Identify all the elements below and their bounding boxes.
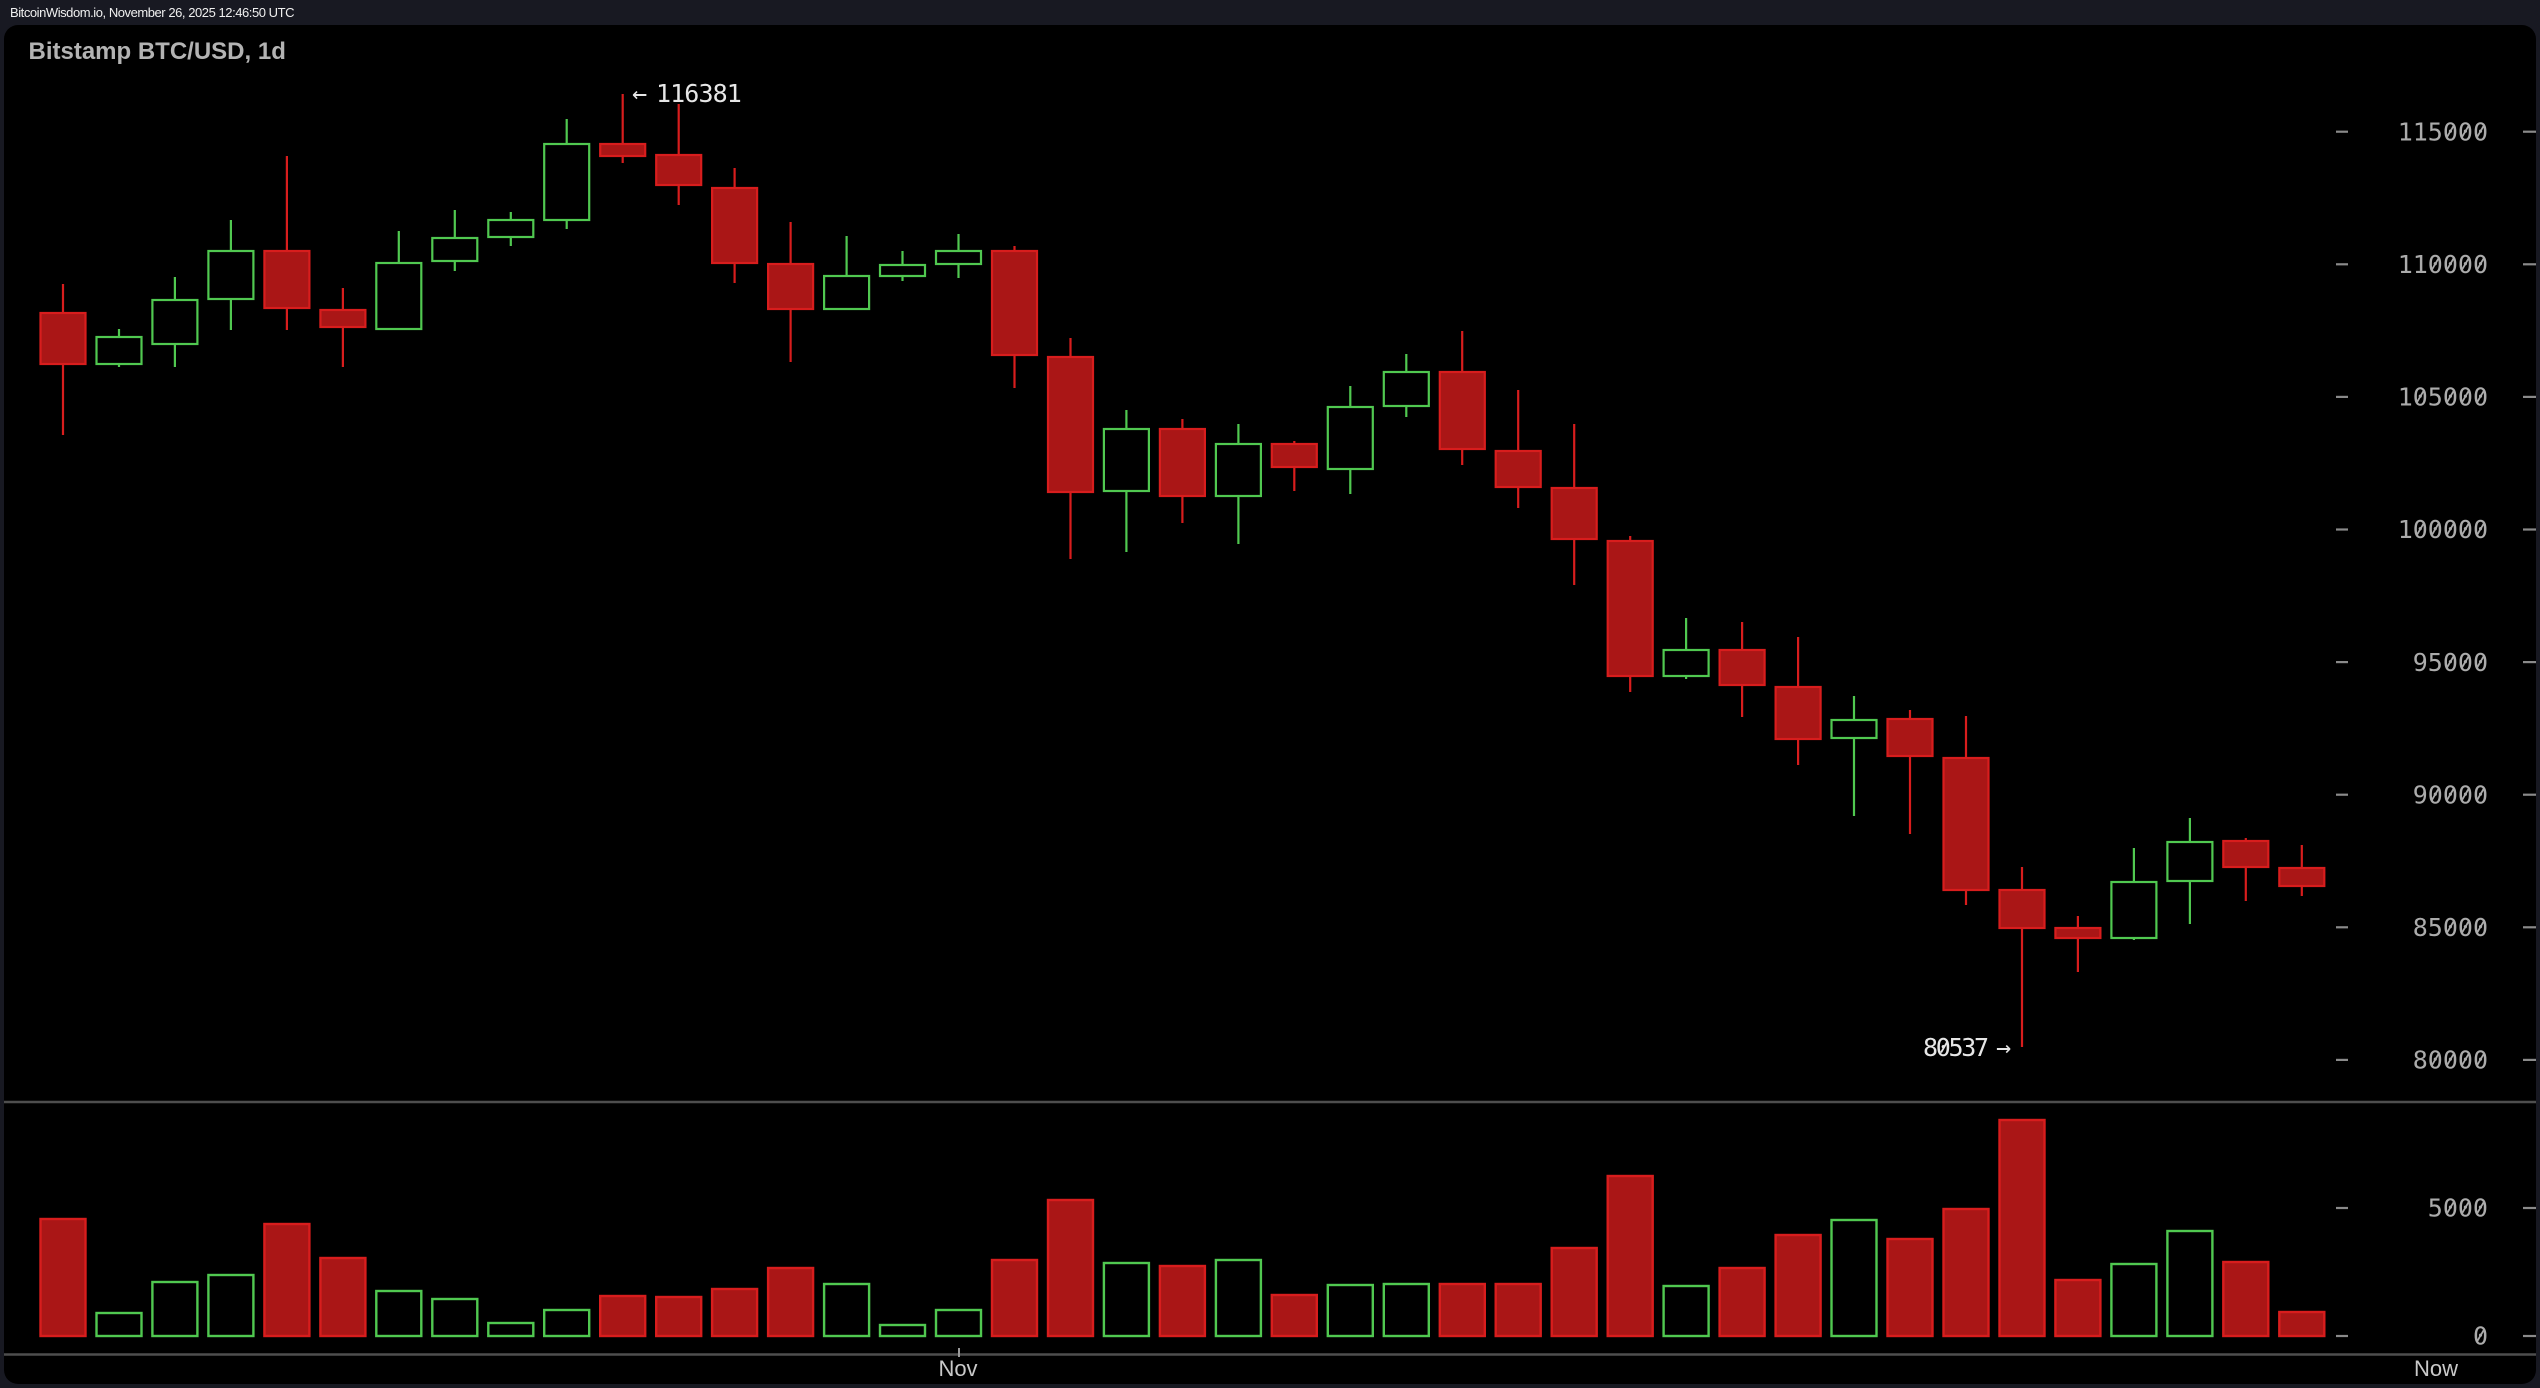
- svg-text:Nov: Nov: [938, 1356, 977, 1381]
- svg-text:105000: 105000: [2398, 383, 2488, 412]
- svg-text:5000: 5000: [2428, 1194, 2488, 1223]
- svg-text:110000: 110000: [2398, 250, 2488, 279]
- svg-text:116381: 116381: [656, 79, 741, 108]
- svg-text:100000: 100000: [2398, 515, 2488, 544]
- svg-text:→: →: [1996, 1033, 2011, 1062]
- svg-text:←: ←: [632, 79, 647, 108]
- svg-text:80537: 80537: [1923, 1033, 1988, 1062]
- svg-text:BitcoinWisdom.io, November 26,: BitcoinWisdom.io, November 26, 2025 12:4…: [10, 5, 294, 20]
- svg-text:Now: Now: [2414, 1356, 2458, 1381]
- svg-text:115000: 115000: [2398, 117, 2488, 146]
- svg-text:Bitstamp BTC/USD, 1d: Bitstamp BTC/USD, 1d: [29, 38, 286, 65]
